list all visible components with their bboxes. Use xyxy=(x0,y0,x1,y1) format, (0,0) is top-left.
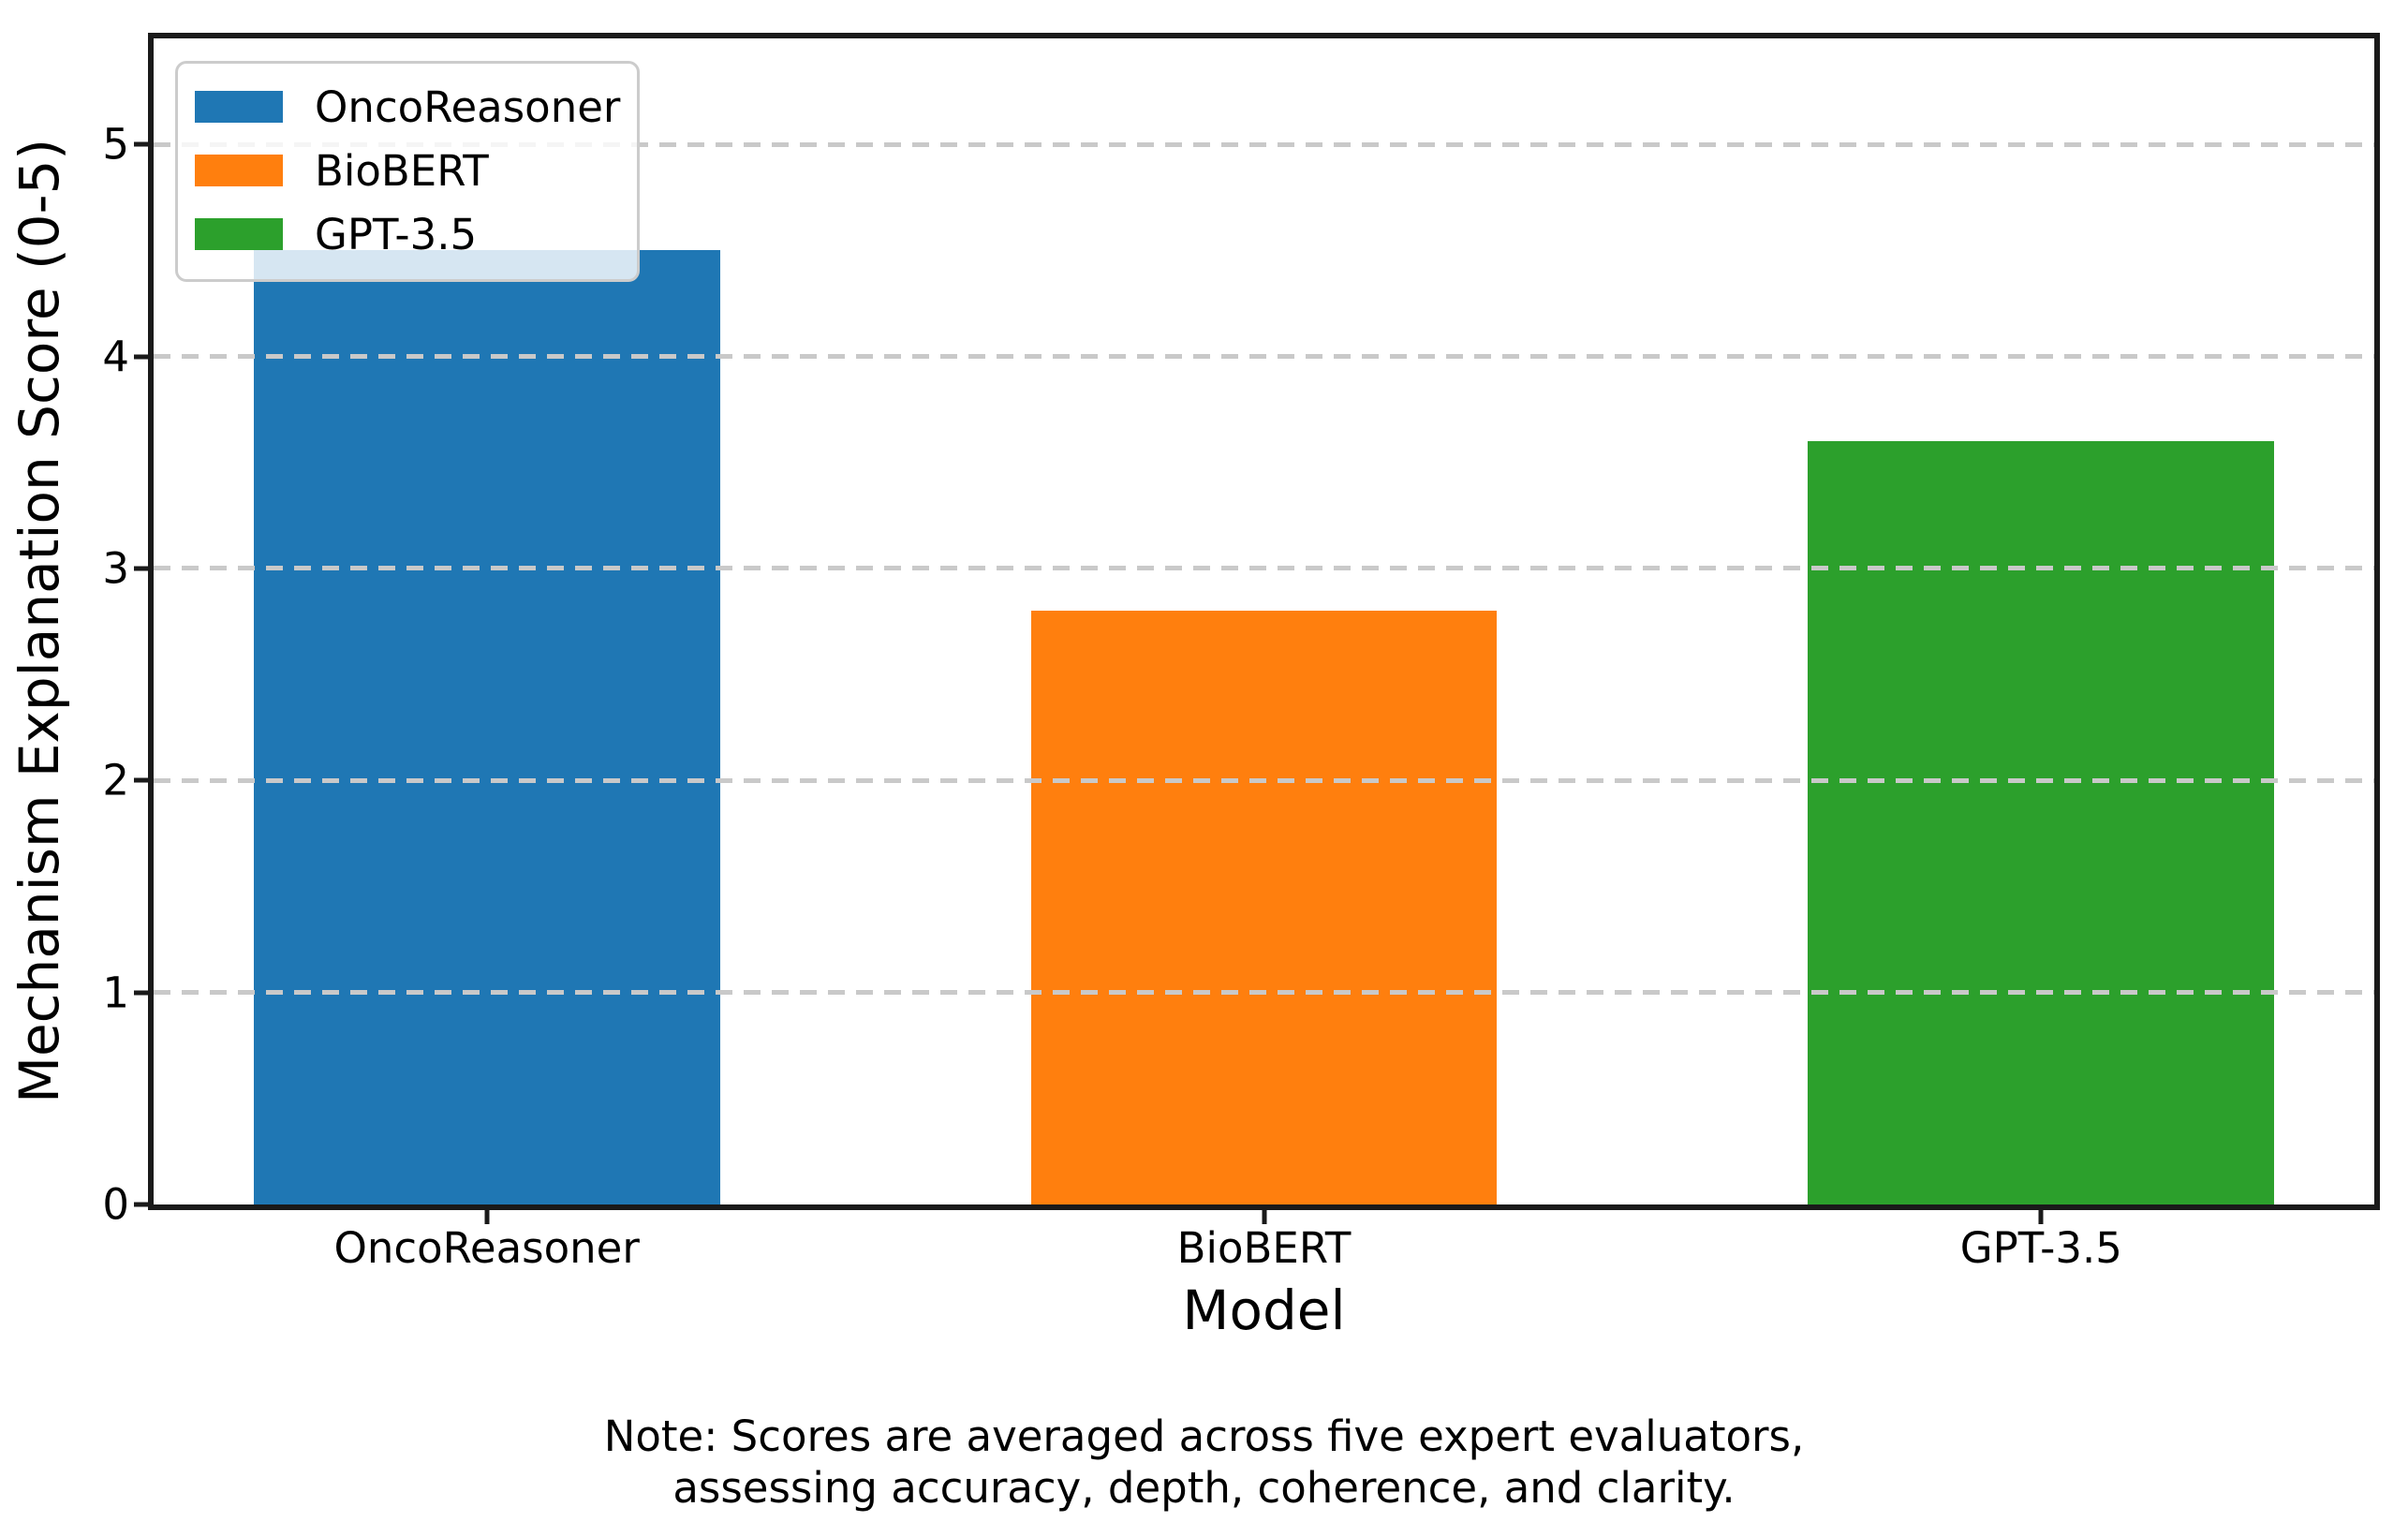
gridline-y-5 xyxy=(154,141,2374,147)
footnote-line-2: assessing accuracy, depth, coherence, an… xyxy=(672,1463,1736,1513)
gridline-y-1 xyxy=(154,990,2374,996)
x-tick-label-oncoreasoner: OncoReasoner xyxy=(333,1223,640,1273)
x-tick-mark-3 xyxy=(2038,1210,2044,1224)
x-tick-mark-2 xyxy=(1262,1210,1266,1224)
footnote: Note: Scores are averaged across five ex… xyxy=(0,1411,2408,1514)
x-axis-label: Model xyxy=(1182,1278,1346,1342)
y-tick-label-2: 2 xyxy=(102,755,129,805)
y-axis-label: Mechanism Explanation Score (0-5) xyxy=(7,138,71,1104)
y-tick-mark-2 xyxy=(134,777,148,783)
gridline-y-3 xyxy=(154,566,2374,571)
legend-entry-oncoreasoner: OncoReasoner xyxy=(195,75,637,139)
footnote-line-1: Note: Scores are averaged across five ex… xyxy=(603,1411,1805,1461)
y-tick-label-1: 1 xyxy=(102,968,129,1018)
y-tick-label-3: 3 xyxy=(102,543,129,594)
y-tick-mark-5 xyxy=(134,141,148,147)
legend: OncoReasoner BioBERT GPT-3.5 xyxy=(175,61,640,282)
y-tick-mark-1 xyxy=(134,990,148,996)
y-tick-label-5: 5 xyxy=(102,119,129,170)
legend-entry-gpt-3-5: GPT-3.5 xyxy=(195,202,637,266)
bar-gpt-3-5 xyxy=(1808,441,2275,1204)
plot-area: OncoReasoner BioBERT GPT-3.5 xyxy=(148,33,2380,1210)
legend-label: GPT-3.5 xyxy=(315,209,478,259)
y-tick-label-0: 0 xyxy=(102,1179,129,1230)
gridline-y-2 xyxy=(154,777,2374,783)
legend-label: OncoReasoner xyxy=(315,81,621,132)
legend-entry-biobert: BioBERT xyxy=(195,139,637,202)
legend-swatch-icon xyxy=(195,155,283,186)
y-tick-mark-4 xyxy=(134,354,148,360)
x-tick-label-biobert: BioBERT xyxy=(1176,1223,1352,1273)
y-tick-mark-0 xyxy=(134,1202,148,1207)
legend-label: BioBERT xyxy=(315,145,489,196)
x-tick-label-gpt-3-5: GPT-3.5 xyxy=(1959,1223,2122,1273)
legend-swatch-icon xyxy=(195,218,283,250)
y-tick-label-4: 4 xyxy=(102,332,129,382)
gridline-y-4 xyxy=(154,354,2374,360)
bar-biobert xyxy=(1030,611,1498,1204)
bar-oncoreasoner xyxy=(253,250,720,1204)
x-tick-mark-1 xyxy=(484,1210,490,1224)
y-tick-mark-3 xyxy=(134,566,148,571)
legend-swatch-icon xyxy=(195,91,283,123)
